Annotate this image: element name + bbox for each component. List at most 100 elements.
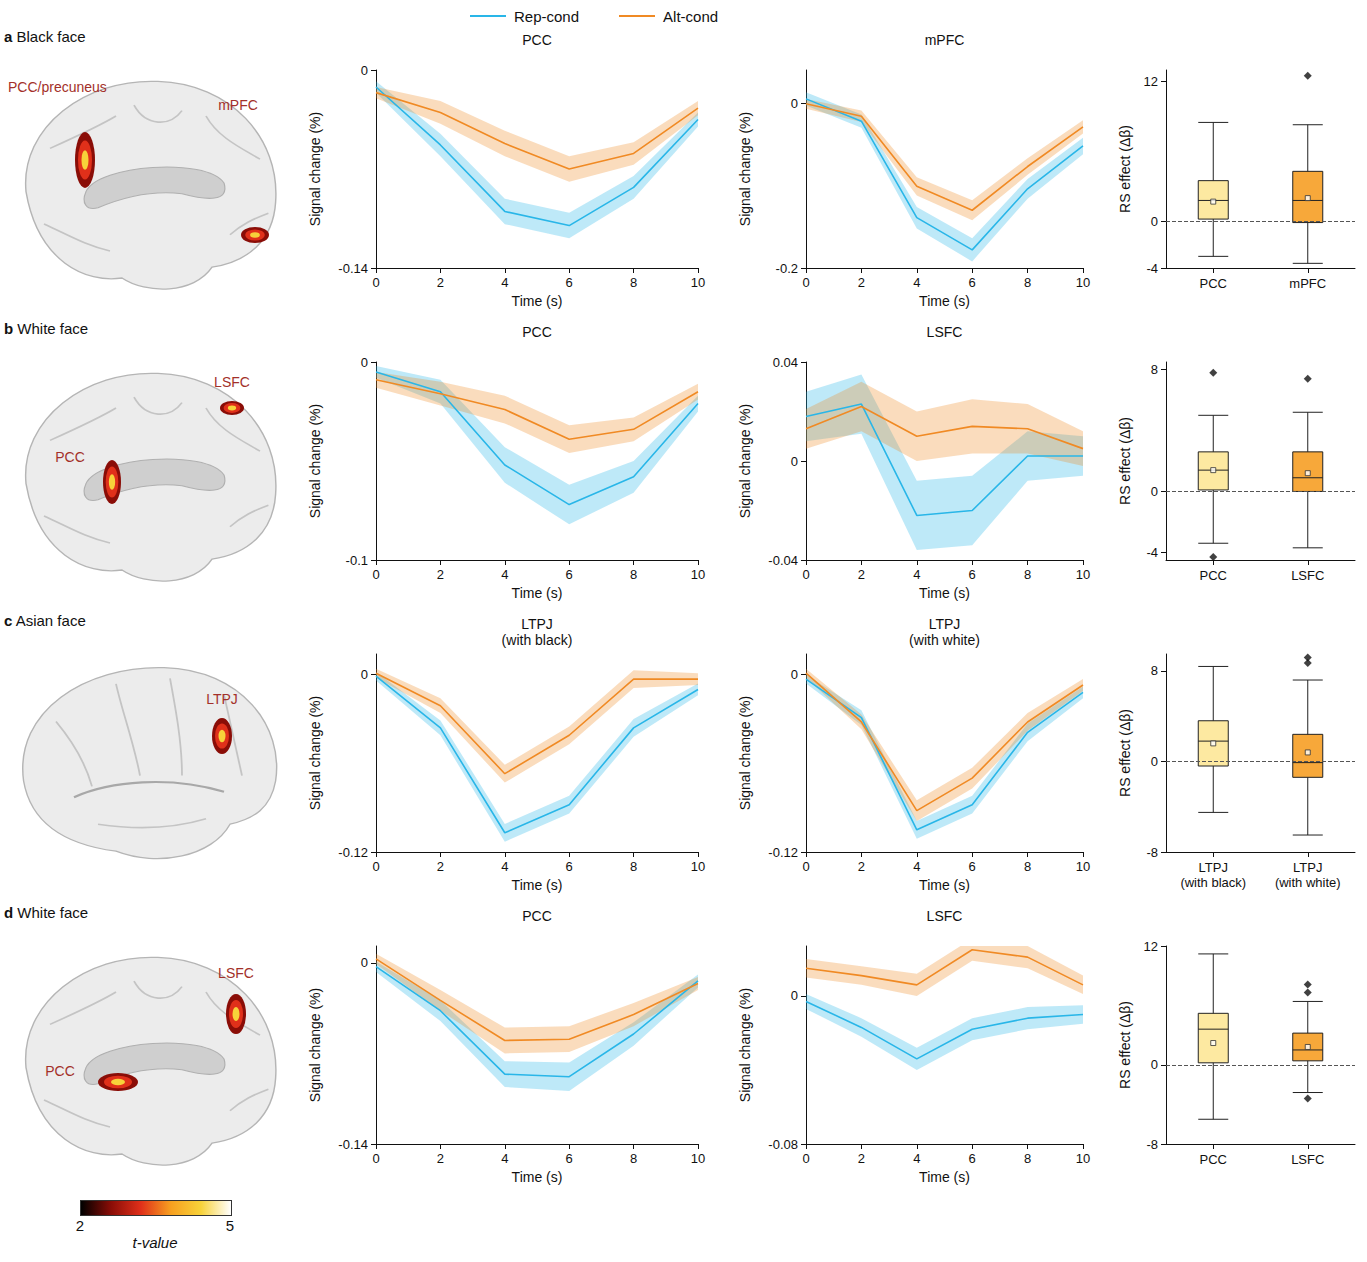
svg-text:PCC: PCC: [1200, 276, 1227, 291]
svg-text:LTPJ: LTPJ: [206, 691, 238, 707]
svg-text:2: 2: [858, 275, 865, 290]
svg-text:LSFC: LSFC: [218, 965, 254, 981]
svg-text:-0.08: -0.08: [768, 1137, 798, 1152]
svg-text:8: 8: [1024, 567, 1031, 582]
svg-text:-0.12: -0.12: [338, 845, 368, 860]
svg-text:0: 0: [791, 988, 798, 1003]
svg-text:6: 6: [969, 275, 976, 290]
svg-text:Signal change (%): Signal change (%): [307, 404, 323, 518]
svg-text:LSFC: LSFC: [1291, 568, 1324, 583]
svg-text:0: 0: [802, 1151, 809, 1166]
svg-text:LTPJ: LTPJ: [929, 616, 961, 632]
svg-text:10: 10: [1076, 1151, 1090, 1166]
svg-text:RS effect (Δβ): RS effect (Δβ): [1117, 1001, 1133, 1089]
svg-text:PCC: PCC: [45, 1063, 75, 1079]
svg-text:0: 0: [361, 63, 368, 78]
svg-text:8: 8: [1151, 362, 1158, 377]
svg-text:PCC: PCC: [522, 324, 552, 340]
svg-text:0: 0: [372, 275, 379, 290]
svg-text:Time (s): Time (s): [512, 585, 563, 601]
svg-text:LSFC: LSFC: [927, 908, 963, 924]
svg-text:Time (s): Time (s): [919, 585, 970, 601]
svg-text:10: 10: [1076, 567, 1090, 582]
svg-text:(with black): (with black): [1180, 875, 1246, 890]
svg-text:PCC: PCC: [1200, 1152, 1227, 1167]
svg-text:6: 6: [566, 275, 573, 290]
svg-text:(with black): (with black): [502, 632, 573, 648]
svg-text:8: 8: [1024, 859, 1031, 874]
svg-text:6: 6: [969, 1151, 976, 1166]
svg-text:-8: -8: [1146, 845, 1158, 860]
svg-text:0: 0: [372, 1151, 379, 1166]
svg-text:Time (s): Time (s): [919, 1169, 970, 1185]
svg-text:Time (s): Time (s): [919, 877, 970, 893]
svg-text:8: 8: [630, 275, 637, 290]
svg-text:LSFC: LSFC: [1291, 1152, 1324, 1167]
svg-text:-8: -8: [1146, 1137, 1158, 1152]
svg-text:10: 10: [691, 567, 705, 582]
svg-text:Signal change (%): Signal change (%): [307, 988, 323, 1102]
svg-text:4: 4: [501, 275, 508, 290]
svg-text:10: 10: [691, 1151, 705, 1166]
svg-text:mPFC: mPFC: [1289, 276, 1326, 291]
svg-text:mPFC: mPFC: [218, 97, 258, 113]
svg-text:Signal change (%): Signal change (%): [307, 696, 323, 810]
svg-text:0: 0: [802, 567, 809, 582]
svg-text:2: 2: [437, 275, 444, 290]
svg-text:PCC: PCC: [522, 908, 552, 924]
svg-text:2: 2: [437, 1151, 444, 1166]
svg-text:8: 8: [630, 567, 637, 582]
svg-text:-0.12: -0.12: [768, 845, 798, 860]
svg-text:0: 0: [372, 859, 379, 874]
svg-text:0: 0: [372, 567, 379, 582]
svg-text:4: 4: [913, 567, 920, 582]
svg-text:2: 2: [437, 567, 444, 582]
svg-text:6: 6: [969, 859, 976, 874]
svg-text:0: 0: [791, 667, 798, 682]
svg-text:0: 0: [1151, 1057, 1158, 1072]
svg-text:0: 0: [1151, 214, 1158, 229]
svg-text:12: 12: [1144, 939, 1158, 954]
svg-text:2: 2: [858, 1151, 865, 1166]
svg-text:2: 2: [858, 859, 865, 874]
svg-text:-0.14: -0.14: [338, 1137, 368, 1152]
svg-text:PCC: PCC: [55, 449, 85, 465]
svg-text:4: 4: [501, 1151, 508, 1166]
svg-text:0: 0: [361, 955, 368, 970]
svg-text:0: 0: [802, 859, 809, 874]
svg-text:4: 4: [913, 1151, 920, 1166]
svg-text:-0.2: -0.2: [776, 261, 798, 276]
svg-text:10: 10: [691, 275, 705, 290]
svg-text:6: 6: [969, 567, 976, 582]
svg-text:10: 10: [691, 859, 705, 874]
svg-text:LTPJ: LTPJ: [1199, 860, 1228, 875]
svg-text:(with white): (with white): [1275, 875, 1341, 890]
svg-text:RS effect (Δβ): RS effect (Δβ): [1117, 417, 1133, 505]
svg-text:2: 2: [437, 859, 444, 874]
svg-text:6: 6: [566, 567, 573, 582]
svg-text:4: 4: [501, 567, 508, 582]
svg-text:0: 0: [791, 454, 798, 469]
svg-text:LSFC: LSFC: [214, 374, 250, 390]
svg-text:0: 0: [1151, 484, 1158, 499]
svg-text:Time (s): Time (s): [919, 293, 970, 309]
svg-text:(with white): (with white): [909, 632, 980, 648]
svg-text:LTPJ: LTPJ: [521, 616, 553, 632]
svg-text:LSFC: LSFC: [927, 324, 963, 340]
svg-text:0: 0: [791, 96, 798, 111]
svg-text:6: 6: [566, 859, 573, 874]
svg-text:8: 8: [630, 859, 637, 874]
svg-text:RS effect (Δβ): RS effect (Δβ): [1117, 125, 1133, 213]
svg-text:-0.14: -0.14: [338, 261, 368, 276]
svg-text:Signal change (%): Signal change (%): [307, 112, 323, 226]
svg-text:4: 4: [501, 859, 508, 874]
svg-text:Time (s): Time (s): [512, 877, 563, 893]
svg-text:8: 8: [1024, 275, 1031, 290]
svg-text:mPFC: mPFC: [925, 32, 965, 48]
svg-text:PCC: PCC: [522, 32, 552, 48]
svg-text:0: 0: [361, 355, 368, 370]
svg-text:8: 8: [1151, 663, 1158, 678]
svg-text:8: 8: [1024, 1151, 1031, 1166]
svg-text:4: 4: [913, 275, 920, 290]
svg-text:PCC: PCC: [1200, 568, 1227, 583]
